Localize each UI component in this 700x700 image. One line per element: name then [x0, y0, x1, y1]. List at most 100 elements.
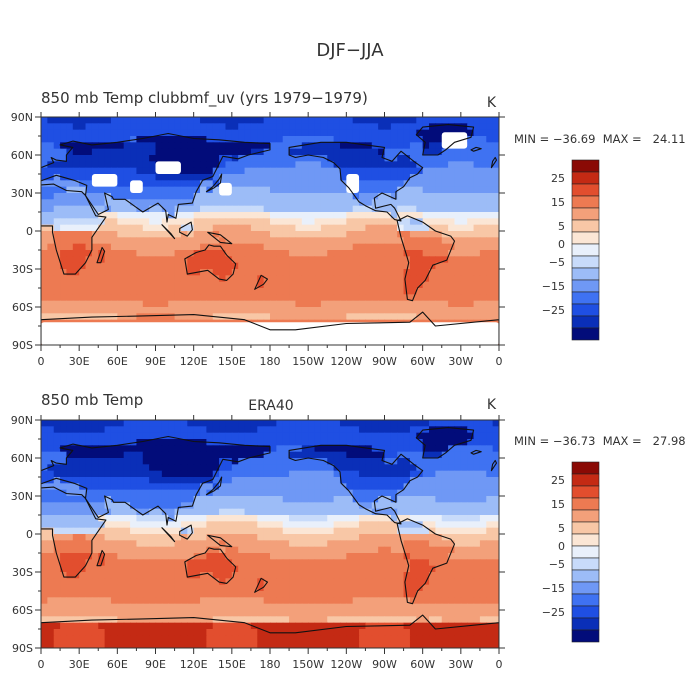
field-cell [91, 610, 99, 617]
field-cell [282, 250, 290, 257]
field-cell [289, 496, 297, 503]
field-cell [270, 281, 277, 289]
field-cell [460, 281, 468, 289]
field-cell [117, 420, 125, 427]
field-cell [479, 148, 487, 156]
field-cell [365, 521, 373, 529]
field-cell [308, 584, 316, 592]
field-cell [85, 224, 93, 232]
field-cell [110, 489, 118, 497]
field-cell [486, 237, 494, 245]
field-cell [66, 464, 74, 472]
field-cell [41, 288, 48, 295]
field-cell [320, 117, 328, 124]
field-cell [320, 288, 328, 295]
field-cell [448, 584, 456, 592]
field-cell [219, 262, 227, 270]
field-cell [270, 527, 277, 535]
field-cell [346, 527, 354, 535]
field-cell [244, 224, 252, 232]
field-cell [314, 603, 322, 611]
field-cell [110, 212, 118, 219]
field-cell [371, 186, 379, 194]
field-cell [72, 313, 80, 321]
field-cell [110, 288, 118, 295]
field-cell [397, 313, 405, 321]
field-cell [238, 129, 246, 137]
field-cell [429, 559, 436, 567]
field-cell [219, 300, 227, 308]
field-cell [212, 307, 220, 314]
field-cell [225, 445, 233, 453]
field-cell [422, 559, 430, 567]
field-cell [98, 477, 106, 484]
field-cell [327, 584, 335, 592]
field-cell [257, 123, 265, 131]
field-cell [98, 540, 106, 548]
panel-model-stats: MIN = −36.69 MAX = 24.11 [514, 132, 686, 146]
field-cell [416, 231, 424, 238]
field-cell [409, 262, 417, 270]
field-cell [416, 540, 424, 548]
field-cell [206, 224, 214, 232]
field-cell [60, 262, 68, 270]
field-cell [47, 540, 55, 548]
field-cell [123, 193, 131, 200]
field-cell [110, 300, 118, 308]
field-cell [390, 445, 398, 453]
field-cell [206, 610, 214, 617]
field-cell [295, 174, 303, 181]
field-cell [85, 117, 93, 124]
field-cell [130, 237, 138, 245]
field-cell [270, 161, 277, 169]
field-cell [79, 572, 87, 579]
field-cell [47, 224, 55, 232]
field-cell [429, 527, 436, 535]
field-cell [53, 142, 61, 150]
field-cell [270, 275, 277, 283]
field-cell [422, 180, 430, 188]
field-cell [467, 464, 475, 472]
field-cell [352, 432, 360, 440]
field-cell [104, 597, 112, 605]
field-cell [206, 426, 214, 434]
field-cell [187, 142, 195, 150]
field-cell [130, 597, 138, 605]
field-cell [327, 439, 335, 446]
field-cell [212, 508, 220, 516]
field-cell [85, 142, 93, 150]
field-cell [409, 256, 417, 264]
field-cell [429, 281, 436, 289]
field-cell [339, 243, 347, 251]
field-cell [136, 565, 144, 573]
field-cell [130, 307, 138, 314]
field-cell [85, 540, 93, 548]
field-cell [180, 445, 188, 453]
field-cell [486, 148, 494, 156]
field-cell [429, 439, 436, 446]
field-cell [270, 483, 277, 491]
field-cell [289, 129, 297, 137]
field-cell [327, 578, 335, 586]
field-cell [333, 515, 341, 522]
field-cell [200, 269, 207, 276]
field-cell [149, 420, 157, 427]
field-cell [206, 559, 214, 567]
field-cell [276, 521, 284, 529]
field-cell [460, 256, 468, 264]
field-cell [219, 136, 227, 143]
field-cell [244, 136, 252, 143]
field-cell [250, 243, 258, 251]
field-cell [276, 136, 284, 143]
field-cell [327, 161, 335, 169]
field-cell [66, 502, 74, 510]
field-cell [238, 470, 246, 478]
field-cell [123, 591, 131, 598]
field-cell [486, 117, 494, 124]
field-cell [168, 508, 176, 516]
field-cell [104, 281, 112, 289]
field-cell [212, 483, 220, 491]
field-cell [384, 193, 392, 200]
field-cell [206, 546, 214, 554]
field-cell [486, 502, 494, 510]
